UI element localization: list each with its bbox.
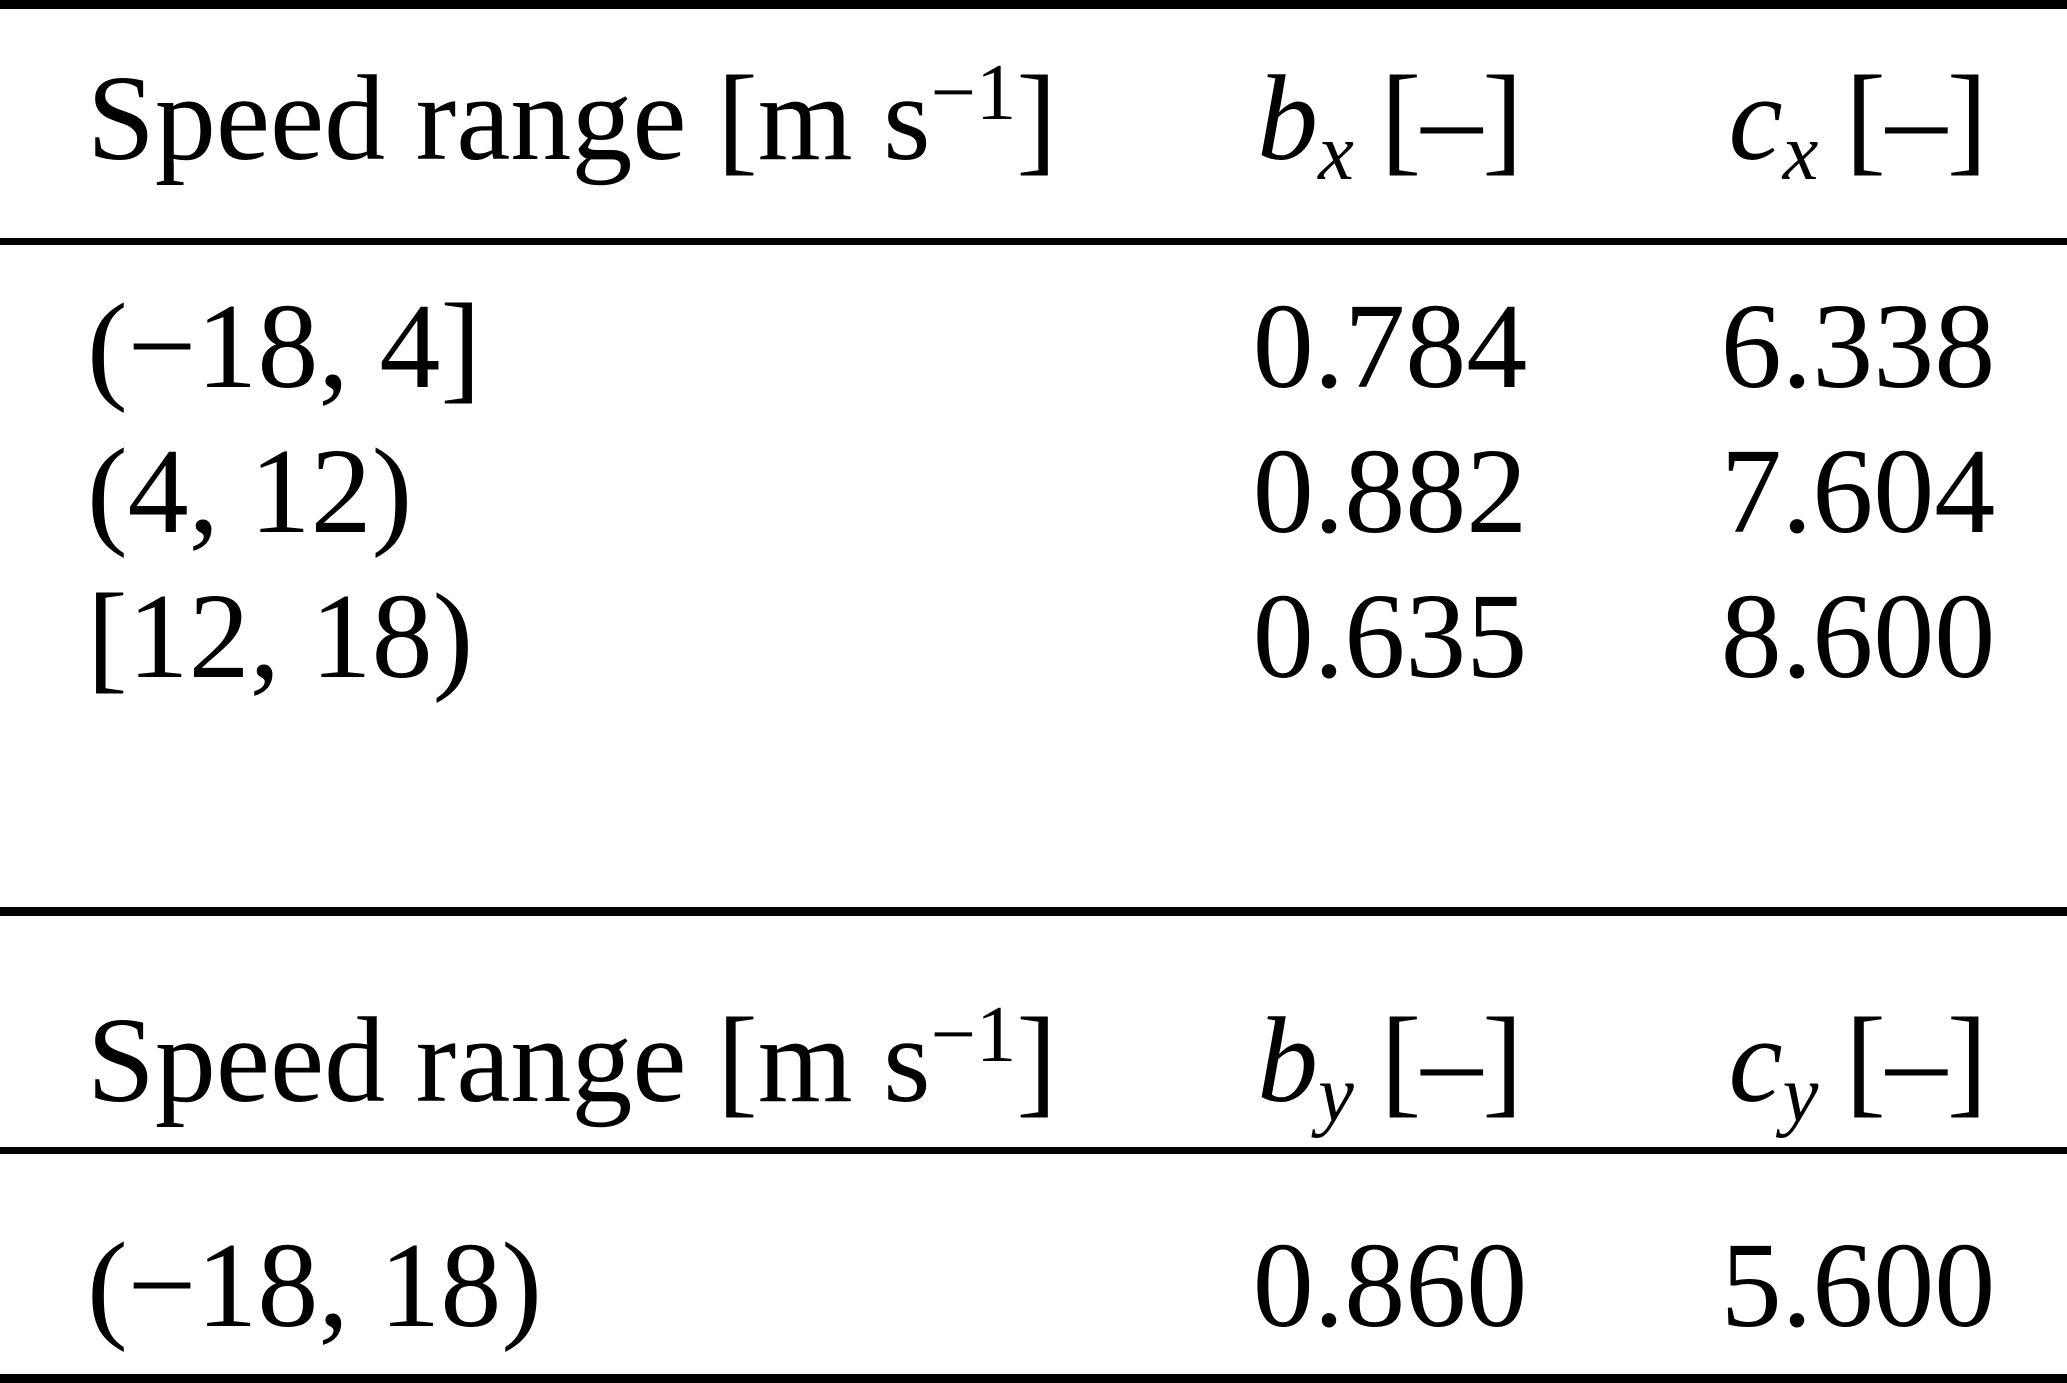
table2-top-rule <box>0 907 2067 916</box>
c-value-cell: 8.600 <box>1720 569 1996 704</box>
table1-top-rule <box>0 0 2067 9</box>
b-unit: [–] <box>1380 51 1523 186</box>
b-symbol: b <box>1257 51 1319 186</box>
speed-range-exponent: −1 <box>930 47 1017 137</box>
b-value-cell: 0.882 <box>1252 424 1528 559</box>
speed-range-label: Speed range [m s <box>87 51 931 186</box>
speed-range-exponent: −1 <box>930 989 1017 1079</box>
table1-header-cx: cx [–] <box>1713 58 2003 193</box>
table2-header-speed-range: Speed range [m s−1] <box>87 994 1242 1122</box>
speed-range-label-close: ] <box>1016 51 1057 186</box>
speed-range-cell: (4, 12) <box>87 424 413 559</box>
speed-range-cell: (−18, 4] <box>87 279 482 414</box>
c-value-cell: 5.600 <box>1720 1218 1996 1353</box>
speed-range-label-close: ] <box>1016 993 1057 1128</box>
b-value-cell: 0.784 <box>1252 279 1528 414</box>
table-row: (−18, 18) 0.860 5.600 <box>87 1225 2003 1347</box>
speed-range-cell: (−18, 18) <box>87 1218 543 1353</box>
table2-header-cy: cy [–] <box>1713 1000 2003 1135</box>
speed-range-cell: [12, 18) <box>87 569 474 704</box>
table2-header-by: by [–] <box>1242 1000 1538 1135</box>
table1-header-rule <box>0 238 2067 245</box>
b-value-cell: 0.860 <box>1252 1218 1528 1353</box>
c-value-cell: 7.604 <box>1720 424 1996 559</box>
c-unit: [–] <box>1845 993 1988 1128</box>
c-subscript: y <box>1782 1050 1819 1140</box>
b-subscript: x <box>1318 108 1354 198</box>
b-value-cell: 0.635 <box>1252 569 1528 704</box>
table1-header-row: Speed range [m s−1] bx [–] cx [–] <box>87 52 2003 193</box>
table-row: (4, 12) 0.882 7.604 <box>87 431 2003 553</box>
table2-header-row: Speed range [m s−1] by [–] cy [–] <box>87 994 2003 1135</box>
c-subscript: x <box>1782 108 1819 198</box>
c-symbol: c <box>1728 993 1783 1128</box>
speed-range-label: Speed range [m s <box>87 993 931 1128</box>
table1-header-speed-range: Speed range [m s−1] <box>87 52 1242 180</box>
c-symbol: c <box>1728 51 1783 186</box>
c-value-cell: 6.338 <box>1720 279 1996 414</box>
table2-bottom-rule <box>0 1374 2067 1383</box>
table-row: [12, 18) 0.635 8.600 <box>87 576 2003 698</box>
b-unit: [–] <box>1380 993 1523 1128</box>
table-row: (−18, 4] 0.784 6.338 <box>87 286 2003 408</box>
b-symbol: b <box>1257 993 1319 1128</box>
b-subscript: y <box>1318 1050 1354 1140</box>
c-unit: [–] <box>1845 51 1988 186</box>
table2-header-rule <box>0 1147 2067 1154</box>
table1-header-bx: bx [–] <box>1242 58 1538 193</box>
